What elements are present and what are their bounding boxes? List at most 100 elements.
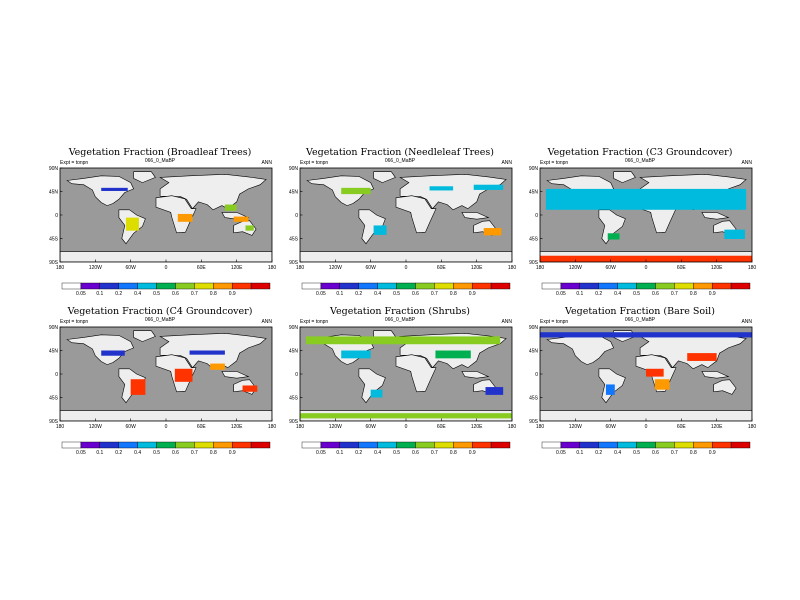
lon-tick-label: 60W bbox=[126, 424, 137, 430]
colorbar-swatch bbox=[175, 441, 195, 449]
colorbar-label: 0.6 bbox=[412, 450, 419, 456]
lon-tick-label: 180 bbox=[296, 265, 305, 271]
colorbar-swatch bbox=[598, 282, 618, 290]
lat-tick-label: 90S bbox=[529, 419, 539, 425]
land-mass bbox=[306, 175, 375, 206]
colorbar-swatch bbox=[453, 441, 473, 449]
colorbar-swatch bbox=[730, 282, 751, 290]
colorbar-swatch bbox=[358, 441, 378, 449]
colorbar-swatch bbox=[636, 441, 656, 449]
colorbar-swatch bbox=[377, 441, 397, 449]
colorbar-label: 0.7 bbox=[671, 450, 678, 456]
vegetation-cell bbox=[687, 353, 717, 361]
colorbar-swatch bbox=[213, 441, 233, 449]
colorbar-swatch bbox=[396, 282, 416, 290]
colorbar-swatch bbox=[453, 282, 473, 290]
colorbar-swatch bbox=[301, 282, 322, 290]
colorbar-swatch bbox=[541, 441, 562, 449]
colorbar-swatch bbox=[320, 282, 341, 290]
colorbar-swatch bbox=[617, 282, 637, 290]
chart-subtitle: 066_0_MaBP bbox=[625, 317, 656, 323]
colorbar-swatch bbox=[579, 441, 599, 449]
colorbar-swatch bbox=[579, 282, 599, 290]
lon-tick-label: 60E bbox=[437, 424, 447, 430]
land-mass bbox=[461, 371, 490, 379]
colorbar-label: 0.1 bbox=[576, 291, 583, 297]
colorbar-label: 0.9 bbox=[229, 291, 236, 297]
lat-tick-label: 90S bbox=[49, 260, 59, 266]
lon-tick-label: 120W bbox=[89, 424, 102, 430]
colorbar-label: 0.9 bbox=[229, 450, 236, 456]
lon-tick-label: 60E bbox=[197, 424, 207, 430]
colorbar-label: 0.6 bbox=[172, 450, 179, 456]
chart-svg: Vegetation Fraction (C3 Groundcover)066_… bbox=[529, 147, 757, 297]
colorbar-swatch bbox=[490, 441, 511, 449]
lat-tick-label: 45N bbox=[49, 348, 59, 354]
colorbar-label: 0.5 bbox=[633, 450, 640, 456]
vegetation-cell bbox=[435, 350, 471, 359]
colorbar-swatch bbox=[693, 441, 713, 449]
colorbar-swatch bbox=[560, 282, 581, 290]
colorbar-swatch bbox=[118, 441, 138, 449]
season-label: ANN bbox=[261, 319, 272, 325]
land-mass bbox=[221, 371, 250, 379]
vegetation-cell bbox=[341, 350, 371, 359]
vegetation-cell bbox=[174, 368, 193, 382]
land-mass bbox=[701, 212, 730, 220]
colorbar-swatch bbox=[156, 282, 176, 290]
chart-svg: Vegetation Fraction (Shrubs)066_0_MaBP Ex… bbox=[289, 306, 517, 456]
colorbar-swatch bbox=[175, 282, 195, 290]
vegetation-cell bbox=[224, 204, 237, 211]
vegetation-cell bbox=[233, 216, 249, 222]
colorbar-label: 0.05 bbox=[556, 291, 566, 297]
colorbar-label: 0.9 bbox=[469, 450, 476, 456]
lon-tick-label: 180 bbox=[268, 265, 277, 271]
chart-title: Vegetation Fraction (Shrubs) bbox=[329, 306, 470, 317]
lon-tick-label: 60W bbox=[126, 265, 137, 271]
vegetation-cell bbox=[341, 187, 371, 195]
lon-tick-label: 60E bbox=[197, 265, 207, 271]
lon-tick-label: 120W bbox=[329, 424, 342, 430]
colorbar-swatch bbox=[396, 441, 416, 449]
land-mass bbox=[133, 330, 156, 342]
colorbar-swatch bbox=[99, 282, 119, 290]
lon-tick-label: 60W bbox=[366, 424, 377, 430]
vegetation-cell bbox=[654, 379, 670, 390]
vegetation-cell bbox=[300, 413, 512, 419]
land-mass bbox=[713, 379, 737, 395]
lat-tick-label: 45N bbox=[529, 189, 539, 195]
season-label: ANN bbox=[501, 160, 512, 166]
colorbar-label: 0.05 bbox=[316, 450, 326, 456]
vegetation-cell bbox=[242, 385, 258, 392]
lat-tick-label: 0 bbox=[535, 213, 538, 219]
colorbar-swatch bbox=[80, 441, 101, 449]
vegetation-cell bbox=[177, 213, 193, 222]
lon-tick-label: 60E bbox=[437, 265, 447, 271]
colorbar-swatch bbox=[250, 441, 271, 449]
season-label: ANN bbox=[741, 319, 752, 325]
lat-tick-label: 45S bbox=[529, 236, 539, 242]
lat-tick-label: 45N bbox=[529, 348, 539, 354]
chart-subtitle: 066_0_MaBP bbox=[145, 317, 176, 323]
colorbar-label: 0.8 bbox=[690, 450, 697, 456]
colorbar-swatch bbox=[339, 282, 359, 290]
lon-tick-label: 120E bbox=[231, 265, 243, 271]
experiment-label: Expt = tonpn bbox=[540, 319, 568, 325]
colorbar-label: 0.5 bbox=[153, 291, 160, 297]
lon-tick-label: 180 bbox=[536, 265, 545, 271]
vegetation-cell bbox=[429, 186, 454, 191]
colorbar-swatch bbox=[471, 282, 492, 290]
colorbar-swatch bbox=[250, 282, 271, 290]
land-mass bbox=[701, 371, 730, 379]
lon-tick-label: 120W bbox=[569, 265, 582, 271]
vegetation-cell bbox=[210, 363, 225, 370]
panel-bare-soil: Vegetation Fraction (Bare Soil) 066_0_MaB… bbox=[520, 300, 760, 480]
colorbar-label: 0.6 bbox=[412, 291, 419, 297]
panel-needleleaf-trees: Vegetation Fraction (Needleleaf Trees) 06… bbox=[280, 141, 520, 321]
land-mass bbox=[155, 195, 197, 234]
lat-tick-label: 90S bbox=[289, 260, 299, 266]
vegetation-cell bbox=[305, 336, 501, 345]
colorbar-label: 0.7 bbox=[671, 291, 678, 297]
land-mass bbox=[358, 209, 386, 245]
colorbar-label: 0.9 bbox=[709, 291, 716, 297]
